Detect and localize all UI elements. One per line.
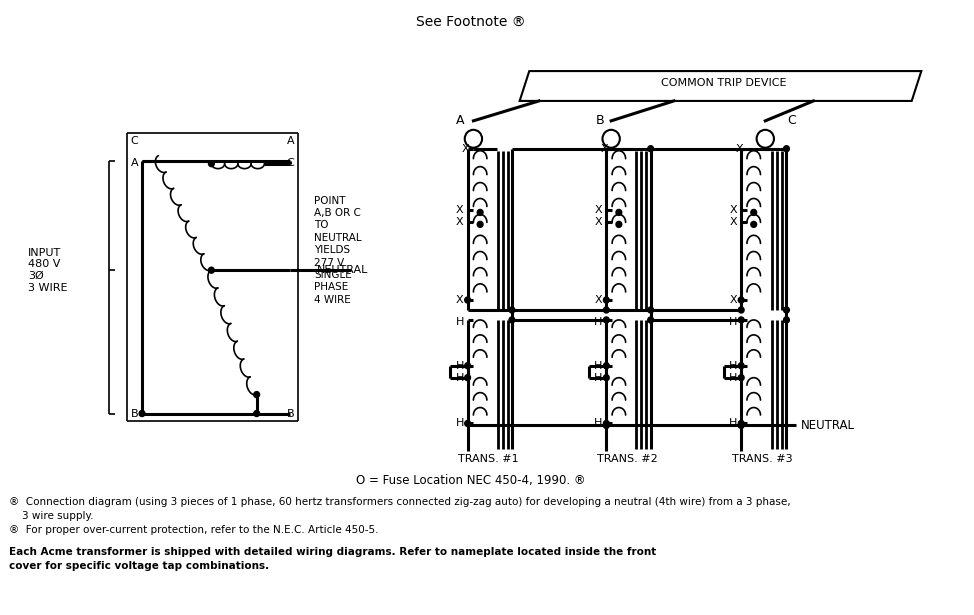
Circle shape xyxy=(604,363,609,369)
Text: H: H xyxy=(729,361,737,371)
Circle shape xyxy=(648,307,654,313)
Circle shape xyxy=(783,146,789,152)
Text: C: C xyxy=(131,136,138,146)
Text: H: H xyxy=(456,361,464,371)
Circle shape xyxy=(738,375,744,381)
Text: X: X xyxy=(730,217,737,228)
Circle shape xyxy=(616,210,621,215)
Circle shape xyxy=(738,421,744,426)
Circle shape xyxy=(738,423,744,429)
Text: C: C xyxy=(787,114,796,127)
Text: B: B xyxy=(595,114,604,127)
Circle shape xyxy=(254,392,259,397)
Text: TRANS. #3: TRANS. #3 xyxy=(732,454,793,464)
Circle shape xyxy=(465,375,470,381)
Circle shape xyxy=(254,411,259,416)
Text: X: X xyxy=(595,295,603,305)
Circle shape xyxy=(738,307,744,313)
Text: X: X xyxy=(730,295,737,305)
Circle shape xyxy=(648,317,654,323)
Circle shape xyxy=(465,421,470,426)
Text: 3 wire supply.: 3 wire supply. xyxy=(9,511,94,521)
Text: Each Acme transformer is shipped with detailed wiring diagrams. Refer to namepla: Each Acme transformer is shipped with de… xyxy=(9,547,656,557)
Text: B: B xyxy=(286,408,294,419)
Text: O = Fuse Location NEC 450-4, 1990. ®: O = Fuse Location NEC 450-4, 1990. ® xyxy=(356,474,585,487)
Circle shape xyxy=(604,375,609,381)
Text: ®  Connection diagram (using 3 pieces of 1 phase, 60 hertz transformers connecte: ® Connection diagram (using 3 pieces of … xyxy=(9,497,791,507)
Text: X: X xyxy=(601,144,609,154)
Circle shape xyxy=(139,411,145,416)
Text: X: X xyxy=(456,295,464,305)
Text: ®  For proper over-current protection, refer to the N.E.C. Article 450-5.: ® For proper over-current protection, re… xyxy=(9,525,379,535)
Circle shape xyxy=(738,363,744,369)
Circle shape xyxy=(783,317,789,323)
Circle shape xyxy=(477,210,483,215)
Text: POINT
A,B OR C
TO
NEUTRAL
YIELDS
277 V
SINGLE
PHASE
4 WIRE: POINT A,B OR C TO NEUTRAL YIELDS 277 V S… xyxy=(315,196,362,304)
Text: H: H xyxy=(594,361,603,371)
Circle shape xyxy=(465,297,470,303)
Circle shape xyxy=(604,421,609,426)
Circle shape xyxy=(604,423,609,429)
Text: X: X xyxy=(456,205,464,215)
Circle shape xyxy=(616,221,621,228)
Text: INPUT
480 V
3Ø
3 WIRE: INPUT 480 V 3Ø 3 WIRE xyxy=(28,248,68,293)
Text: H: H xyxy=(729,373,737,383)
Circle shape xyxy=(465,363,470,369)
Circle shape xyxy=(208,161,214,167)
Text: H: H xyxy=(729,317,737,327)
Text: H: H xyxy=(729,418,737,429)
Text: X: X xyxy=(595,217,603,228)
Circle shape xyxy=(509,317,515,323)
Circle shape xyxy=(604,307,609,313)
Text: X: X xyxy=(456,217,464,228)
Text: NEUTRAL: NEUTRAL xyxy=(801,419,855,432)
Circle shape xyxy=(738,297,744,303)
Circle shape xyxy=(751,210,757,215)
Circle shape xyxy=(738,317,744,323)
Circle shape xyxy=(783,307,789,313)
Circle shape xyxy=(509,307,515,313)
Text: H: H xyxy=(594,373,603,383)
Text: H: H xyxy=(456,418,464,429)
Text: X: X xyxy=(462,144,469,154)
Text: B: B xyxy=(131,408,138,419)
Text: X: X xyxy=(735,144,743,154)
Text: A: A xyxy=(131,157,138,168)
Text: C: C xyxy=(286,157,294,168)
Text: H: H xyxy=(594,317,603,327)
Text: H: H xyxy=(456,373,464,383)
Text: TRANS. #1: TRANS. #1 xyxy=(458,454,518,464)
Text: H: H xyxy=(594,418,603,429)
Circle shape xyxy=(648,146,654,152)
Circle shape xyxy=(477,221,483,228)
Text: H: H xyxy=(456,317,464,327)
Text: X: X xyxy=(595,205,603,215)
Circle shape xyxy=(604,317,609,323)
Text: NEUTRAL: NEUTRAL xyxy=(318,265,369,275)
Text: TRANS. #2: TRANS. #2 xyxy=(597,454,657,464)
Text: A: A xyxy=(456,114,465,127)
Circle shape xyxy=(604,297,609,303)
Text: A: A xyxy=(286,136,294,146)
Text: cover for specific voltage tap combinations.: cover for specific voltage tap combinati… xyxy=(9,561,269,571)
Text: X: X xyxy=(730,205,737,215)
Circle shape xyxy=(208,267,214,273)
Circle shape xyxy=(751,221,757,228)
Text: COMMON TRIP DEVICE: COMMON TRIP DEVICE xyxy=(661,78,787,88)
Text: See Footnote ®: See Footnote ® xyxy=(416,15,525,30)
